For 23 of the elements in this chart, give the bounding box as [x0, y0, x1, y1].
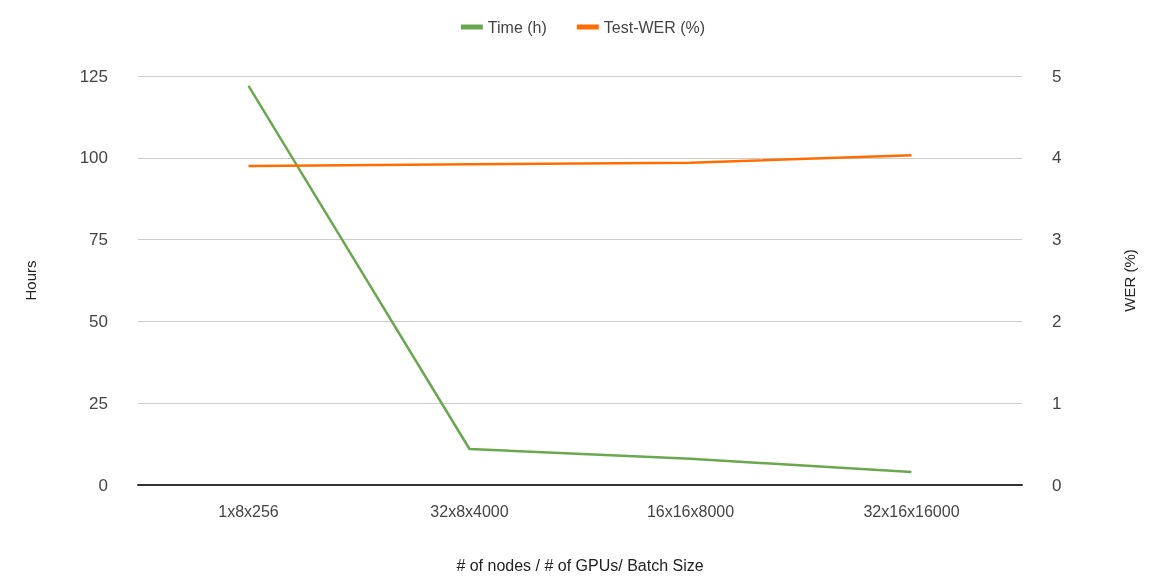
y-tick-label: 100: [79, 148, 108, 168]
y2-tick-label: 5: [1052, 66, 1062, 86]
line-series: [247, 154, 913, 168]
y2-tick-label: 4: [1052, 148, 1062, 168]
x-tick-label: 1x8x256: [218, 502, 279, 520]
y-tick-label: 50: [89, 311, 108, 331]
line-series: [247, 84, 913, 474]
x-axis-title: # of nodes / # of GPUs/ Batch Size: [456, 556, 704, 574]
y2-tick-label: 2: [1052, 311, 1062, 331]
y-tick-label: 75: [89, 230, 108, 250]
y-axis-title: Hours: [22, 260, 39, 301]
legend-label: Test-WER (%): [603, 18, 706, 36]
x-tick-label: 16x16x8000: [646, 502, 735, 520]
y-tick-label: 125: [79, 66, 108, 86]
y2-tick-label: 0: [1052, 475, 1062, 495]
y2-tick-label: 3: [1052, 230, 1062, 250]
y2-tick-label: 1: [1052, 393, 1062, 413]
x-tick-label: 32x8x4000: [430, 502, 509, 520]
y-tick-label: 0: [98, 475, 108, 495]
y2-axis-title: WER (%): [1121, 249, 1138, 312]
y-tick-label: 25: [89, 393, 108, 413]
legend-label: Time (h): [487, 18, 547, 36]
x-tick-label: 32x16x16000: [863, 502, 960, 520]
